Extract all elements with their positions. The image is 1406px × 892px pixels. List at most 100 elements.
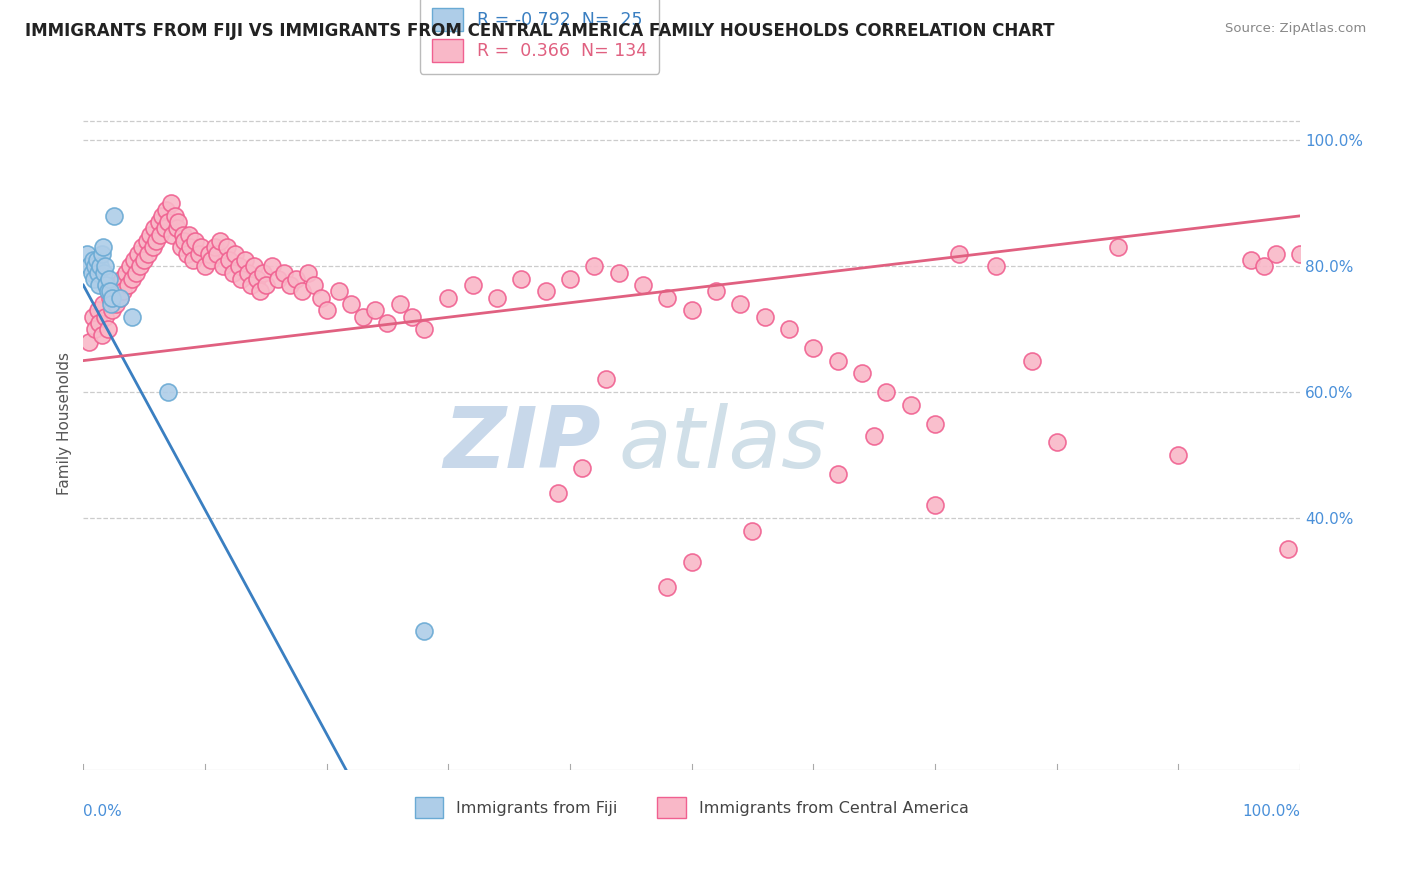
Point — [948, 246, 970, 260]
Point — [778, 322, 800, 336]
Point — [197, 246, 219, 260]
Point — [108, 291, 131, 305]
Text: IMMIGRANTS FROM FIJI VS IMMIGRANTS FROM CENTRAL AMERICA FAMILY HOUSEHOLDS CORREL: IMMIGRANTS FROM FIJI VS IMMIGRANTS FROM … — [25, 22, 1054, 40]
Point — [190, 240, 212, 254]
Point — [79, 334, 101, 349]
Point — [273, 266, 295, 280]
Point — [179, 240, 201, 254]
Point — [231, 272, 253, 286]
Text: Source: ZipAtlas.com: Source: ZipAtlas.com — [1226, 22, 1367, 36]
Point — [93, 266, 115, 280]
Point — [131, 240, 153, 254]
Point — [80, 266, 103, 280]
Point — [595, 372, 617, 386]
Point — [875, 385, 897, 400]
Point — [388, 297, 411, 311]
Point — [169, 240, 191, 254]
Point — [827, 467, 849, 481]
Point — [91, 297, 114, 311]
Point — [103, 209, 125, 223]
Point — [142, 221, 165, 235]
Point — [413, 322, 436, 336]
Point — [1046, 435, 1069, 450]
Point — [1107, 240, 1129, 254]
Point — [142, 240, 165, 254]
Point — [121, 310, 143, 324]
Point — [1277, 542, 1299, 557]
Point — [97, 272, 120, 286]
Point — [124, 252, 146, 267]
Point — [741, 524, 763, 538]
Point — [148, 215, 170, 229]
Point — [437, 291, 460, 305]
Point — [278, 278, 301, 293]
Point — [194, 259, 217, 273]
Point — [681, 303, 703, 318]
Point — [176, 246, 198, 260]
Point — [315, 303, 337, 318]
Point — [79, 259, 101, 273]
Point — [984, 259, 1007, 273]
Point — [105, 278, 128, 293]
Point — [105, 297, 128, 311]
Point — [285, 272, 308, 286]
Point — [153, 221, 176, 235]
Point — [1253, 259, 1275, 273]
Point — [240, 278, 263, 293]
Point — [252, 266, 274, 280]
Point — [657, 291, 679, 305]
Point — [328, 285, 350, 299]
Point — [510, 272, 533, 286]
Point — [730, 297, 752, 311]
Point — [827, 353, 849, 368]
Point — [90, 328, 112, 343]
Point — [181, 252, 204, 267]
Text: 0.0%: 0.0% — [83, 805, 122, 819]
Point — [121, 272, 143, 286]
Point — [352, 310, 374, 324]
Point — [103, 285, 125, 299]
Point — [236, 266, 259, 280]
Point — [91, 240, 114, 254]
Point — [139, 227, 162, 242]
Point — [260, 259, 283, 273]
Point — [291, 285, 314, 299]
Point — [364, 303, 387, 318]
Point — [94, 310, 117, 324]
Point — [246, 272, 269, 286]
Point — [84, 322, 107, 336]
Point — [163, 209, 186, 223]
Point — [222, 266, 245, 280]
Point — [187, 246, 209, 260]
Point — [86, 252, 108, 267]
Point — [267, 272, 290, 286]
Point — [89, 259, 111, 273]
Point — [179, 227, 201, 242]
Point — [94, 259, 117, 273]
Point — [754, 310, 776, 324]
Point — [297, 266, 319, 280]
Point — [534, 285, 557, 299]
Point — [1021, 353, 1043, 368]
Point — [135, 234, 157, 248]
Point — [242, 259, 264, 273]
Point — [124, 266, 146, 280]
Point — [157, 215, 180, 229]
Point — [134, 252, 156, 267]
Point — [150, 209, 173, 223]
Point — [87, 316, 110, 330]
Point — [1264, 246, 1286, 260]
Point — [111, 272, 134, 286]
Point — [167, 215, 190, 229]
Point — [340, 297, 363, 311]
Point — [224, 246, 246, 260]
Point — [115, 266, 138, 280]
Point — [657, 580, 679, 594]
Point — [157, 385, 180, 400]
Point — [249, 285, 271, 299]
Point — [173, 234, 195, 248]
Point — [583, 259, 606, 273]
Legend: Immigrants from Fiji, Immigrants from Central America: Immigrants from Fiji, Immigrants from Ce… — [408, 790, 976, 824]
Point — [98, 285, 121, 299]
Point — [155, 202, 177, 217]
